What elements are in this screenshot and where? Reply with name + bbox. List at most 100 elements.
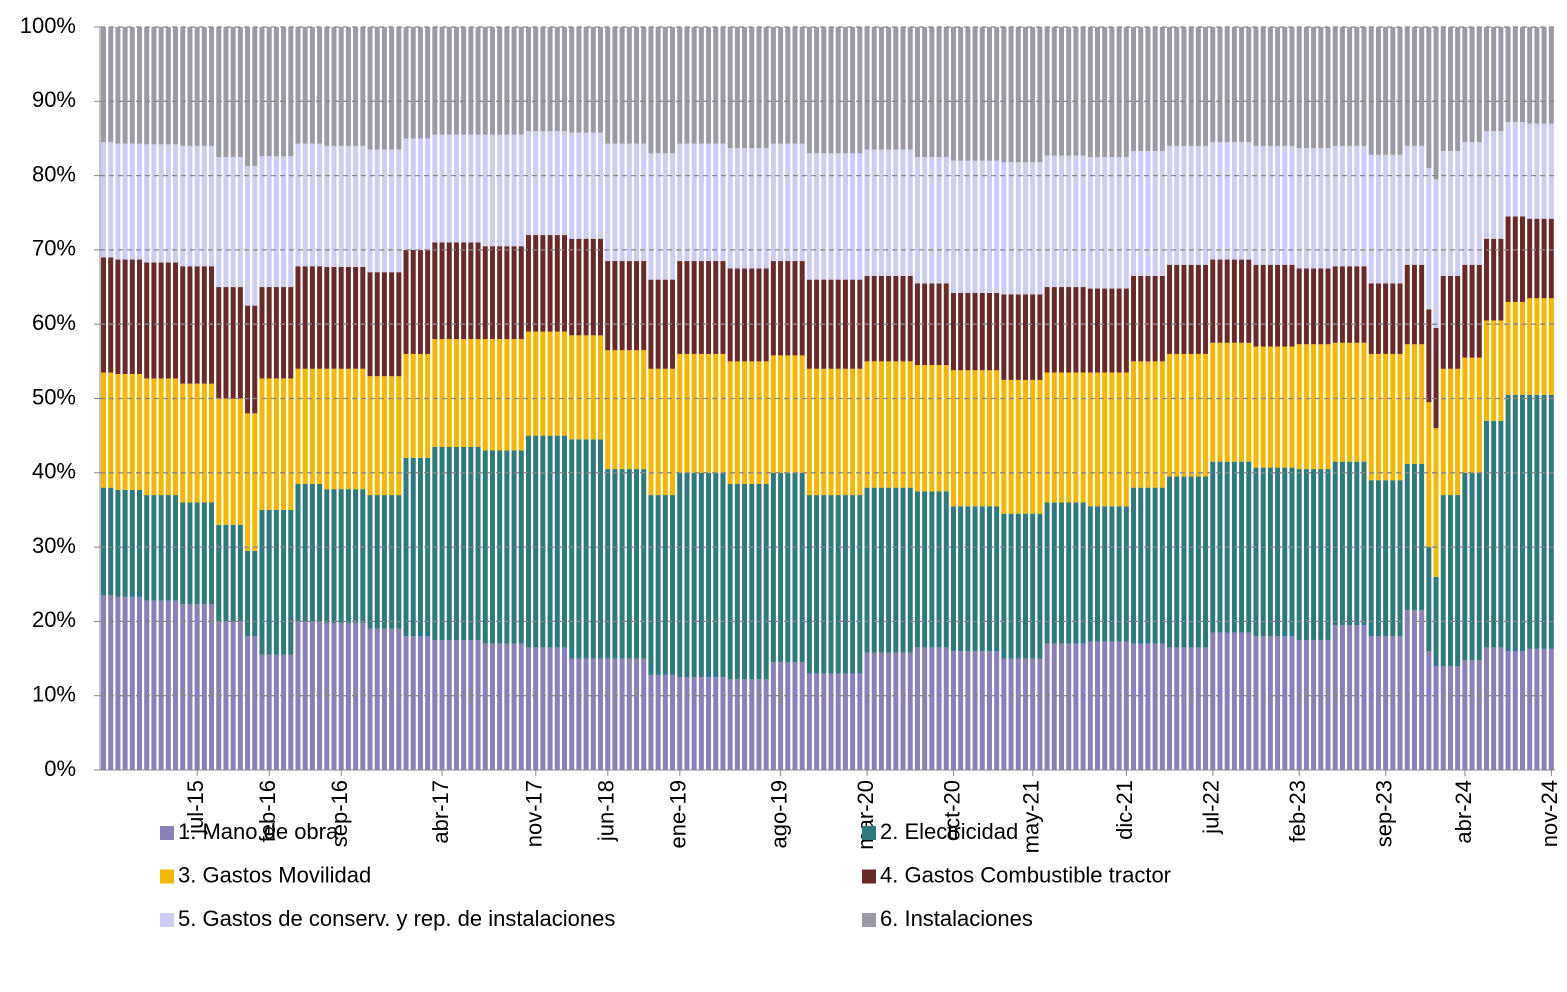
bar-segment [1303, 344, 1309, 470]
bar-segment [1411, 264, 1417, 345]
bar-segment [1419, 27, 1425, 146]
bar-segment [295, 483, 301, 622]
bar-segment [1390, 480, 1396, 637]
bar-segment [598, 132, 604, 239]
bar-segment [929, 647, 935, 770]
bar-segment [763, 679, 769, 770]
bar-segment [590, 439, 596, 659]
bar-segment [713, 143, 719, 262]
bar-segment [1455, 275, 1461, 369]
bar-segment [281, 27, 287, 157]
bar-segment [1411, 145, 1417, 265]
bar-segment [561, 27, 567, 132]
bar-segment [893, 652, 899, 770]
bar-segment [180, 604, 186, 770]
bar-segment [432, 639, 438, 770]
bar-segment [684, 353, 690, 473]
bar-segment [1455, 27, 1461, 152]
bar-segment [1015, 162, 1021, 295]
bar-segment [605, 658, 611, 770]
bar-segment [1411, 610, 1417, 770]
bar-segment [1073, 502, 1079, 644]
bar-segment [619, 469, 625, 659]
bar-segment [432, 339, 438, 447]
bar-segment [900, 487, 906, 653]
bar-segment [756, 148, 762, 269]
bar-segment [720, 472, 726, 678]
bar-segment [1404, 27, 1410, 146]
bar-segment [1159, 27, 1165, 152]
bar-segment [353, 145, 359, 267]
bar-segment [497, 643, 503, 770]
bar-segment [1015, 658, 1021, 770]
bar-segment [569, 132, 575, 239]
bar-segment [201, 145, 207, 267]
bar-segment [252, 550, 258, 637]
bar-segment [259, 27, 265, 157]
bar-segment [1527, 298, 1533, 395]
bar-segment [1217, 342, 1223, 462]
bar-segment [173, 27, 179, 145]
bar-segment [670, 495, 676, 675]
bar-segment [626, 27, 632, 144]
bar-segment [367, 376, 373, 496]
bar-segment [605, 261, 611, 351]
bar-segment [1095, 506, 1101, 642]
bar-segment [655, 495, 661, 675]
bar-segment [1339, 461, 1345, 626]
bar-segment [302, 143, 308, 267]
bar-segment [922, 157, 928, 284]
bar-segment [1203, 353, 1209, 477]
bar-segment [950, 506, 956, 652]
bar-segment [1001, 294, 1007, 380]
bar-segment [778, 261, 784, 356]
bar-segment [151, 27, 157, 145]
bar-segment [742, 361, 748, 484]
bar-segment [1375, 480, 1381, 637]
bar-segment [1419, 145, 1425, 265]
bar-segment [1167, 353, 1173, 477]
bar-segment [230, 398, 236, 525]
bar-segment [576, 335, 582, 440]
bar-segment [1519, 651, 1525, 770]
bar-segment [576, 658, 582, 770]
bar-segment [367, 149, 373, 273]
bar-segment [569, 27, 575, 133]
bar-segment [489, 643, 495, 770]
bar-segment [453, 242, 459, 340]
bar-segment [641, 350, 647, 470]
bar-segment [1203, 647, 1209, 770]
bar-segment [770, 355, 776, 473]
bar-segment [677, 261, 683, 354]
bar-segment [317, 483, 323, 622]
bar-segment [331, 489, 337, 623]
bar-segment [1275, 27, 1281, 146]
bar-segment [1080, 643, 1086, 770]
bar-segment [432, 27, 438, 135]
bar-segment [1058, 643, 1064, 770]
bar-segment [403, 636, 409, 770]
bar-segment [1246, 632, 1252, 770]
bar-segment [173, 600, 179, 770]
bar-segment [288, 654, 294, 770]
bar-segment [713, 261, 719, 354]
bar-segment [634, 27, 640, 144]
bar-segment [237, 287, 243, 399]
bar-segment [381, 27, 387, 150]
bar-segment [1066, 155, 1072, 288]
bar-segment [1195, 27, 1201, 146]
y-tick-label: 20% [32, 607, 76, 632]
bar-segment [1462, 472, 1468, 661]
bar-segment [489, 450, 495, 644]
bar-segment [453, 134, 459, 243]
bar-segment [1483, 647, 1489, 770]
bar-segment [1138, 151, 1144, 276]
bar-segment [871, 275, 877, 362]
bar-segment [871, 149, 877, 276]
bar-segment [900, 275, 906, 362]
bar-segment [1210, 461, 1216, 633]
bar-segment [252, 305, 258, 414]
bar-segment [259, 287, 265, 379]
bar-segment [1404, 463, 1410, 611]
bar-segment [1548, 218, 1554, 299]
